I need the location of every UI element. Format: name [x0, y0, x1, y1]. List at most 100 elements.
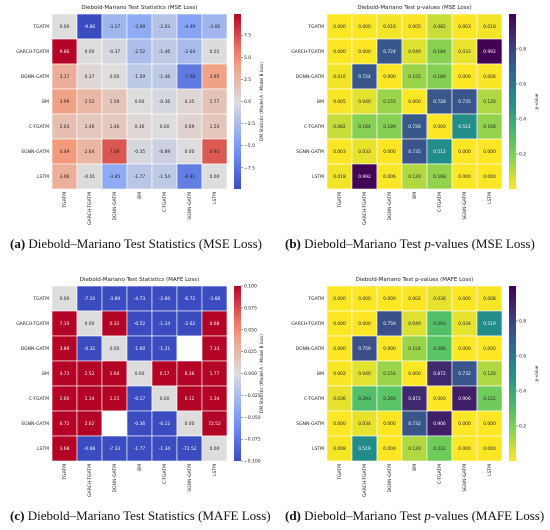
x-tick-label: SGNN-GATM [187, 192, 193, 220]
heatmap-cell [51, 38, 78, 65]
heatmap-cell [426, 113, 453, 140]
heatmap-cell [451, 38, 478, 65]
y-tick-label: BM [317, 99, 324, 105]
cell-value-label: -3.68 [209, 296, 221, 302]
x-tick-label: GARCH-TGATM [87, 464, 93, 497]
cell-value-label: -6.72 [184, 296, 196, 302]
cell-value-label: 0.724 [383, 49, 396, 55]
cell-value-label: 7.10 [60, 321, 70, 327]
cell-value-label: -1.21 [159, 346, 171, 352]
cell-value-label: 0.000 [358, 49, 371, 55]
cell-value-label: -2.60 [159, 296, 171, 302]
heatmap-cell [451, 63, 478, 90]
cell-value-label: -2.62 [184, 321, 196, 327]
cell-value-label: 0.222 [433, 446, 446, 452]
heatmap-cell [51, 310, 78, 337]
heatmap-cell [451, 138, 478, 165]
x-tick-label: LSTM [487, 464, 493, 476]
heatmap-cell [201, 163, 228, 190]
cell-value-label: 0.735 [458, 99, 471, 105]
y-tick-label: BM [42, 371, 49, 377]
heatmap-cell [51, 88, 78, 115]
cell-value-label: 0.00 [85, 49, 95, 55]
cell-value-label: 1.54 [210, 124, 220, 130]
colorbar-tick-label: 0.6 [519, 82, 526, 88]
cell-value-label: 0.00 [185, 421, 195, 427]
cell-value-label: 0.12 [185, 396, 195, 402]
x-tick-label: GARCH-TGATM [362, 464, 368, 497]
colorbar-label: p-value [534, 93, 540, 109]
cell-value-label: 7.08 [110, 149, 120, 155]
colorbar [509, 14, 516, 189]
colorbar-tick-label: −0.100 [244, 459, 261, 465]
colorbar-tick-label: 0.100 [244, 284, 257, 290]
y-tick-label: TGATM [32, 24, 49, 30]
cell-value-label: 0.906 [433, 421, 446, 427]
cell-value-label: 0.006 [483, 74, 496, 80]
cell-value-label: 0.120 [483, 99, 496, 105]
caption-d-italic: p [424, 508, 431, 523]
colorbar-tick-label: 7.5 [244, 33, 251, 39]
heatmap-cell [351, 163, 378, 190]
cell-value-label: -4.73 [134, 296, 146, 302]
heatmap-cell [176, 435, 203, 462]
heatmap-cell [326, 113, 353, 140]
cell-value-label: 1.14 [85, 396, 95, 402]
y-tick-label: BM [42, 99, 49, 105]
heatmap-cell [326, 285, 353, 312]
cell-value-label: 0.120 [483, 371, 496, 377]
heatmap-cell [176, 385, 203, 412]
cell-value-label: 0.000 [458, 149, 471, 155]
x-tick-label: C-TGATM [162, 192, 168, 212]
heatmap-cell [51, 113, 78, 140]
cell-value-label: 0.155 [408, 74, 421, 80]
cell-value-label: 0.519 [358, 446, 371, 452]
heatmap-cell [376, 310, 403, 337]
cell-value-label: 0.000 [333, 24, 346, 30]
heatmap-cell [51, 13, 78, 40]
cell-value-label: 0.728 [433, 99, 446, 105]
heatmap-cell [476, 285, 503, 312]
cell-value-label: 0.189 [383, 124, 396, 130]
heatmap-cell [126, 310, 153, 337]
colorbar-label: p-value [534, 365, 540, 381]
colorbar-tick-label: 0.2 [519, 152, 526, 158]
cell-value-label: 2.52 [85, 371, 95, 377]
cell-value-label: 1.77 [210, 371, 220, 377]
cell-value-label: 2.03 [60, 124, 70, 130]
heatmap-cell [201, 310, 228, 337]
cell-value-label: 4.49 [60, 149, 70, 155]
cell-value-label: 0.184 [358, 124, 371, 130]
chart-title: Diebold-Mariano Test p-values (MSE Loss) [357, 5, 471, 11]
colorbar-tick-label: 0.4 [519, 117, 526, 123]
cell-value-label: 0.016 [383, 24, 396, 30]
heatmap-cell [451, 163, 478, 190]
y-tick-label: DGNN-GATM [21, 74, 49, 80]
cell-value-label: 0.034 [458, 321, 471, 327]
heatmap-cell [401, 138, 428, 165]
caption-d-tag: (d) [285, 508, 301, 523]
colorbar-tick-label: 0.000 [244, 371, 257, 377]
cell-value-label: 0.034 [358, 421, 371, 427]
cell-value-label: 3.99 [60, 99, 70, 105]
colorbar-tick-label: −7.5 [244, 165, 255, 171]
heatmap-cell [401, 310, 428, 337]
x-tick-label: DGNN-GATM [387, 192, 393, 220]
cell-value-label: 0.000 [358, 24, 371, 30]
cell-value-label: 0.293 [433, 321, 446, 327]
cell-value-label: 0.35 [185, 99, 195, 105]
cell-value-label: 1.21 [110, 396, 120, 402]
heatmap-cell [201, 63, 228, 90]
caption-a: (a) Diebold–Mariano Test Statistics (MSE… [10, 236, 262, 252]
cell-value-label: -0.12 [159, 421, 171, 427]
cell-value-label: 0.000 [483, 446, 496, 452]
colorbar-tick-label: 0.8 [519, 319, 526, 325]
y-tick-label: LSTM [37, 174, 49, 180]
heatmap-panel-mafe-pvalues: Diebold-Mariano Test p-values (MAFE Loss… [291, 277, 540, 497]
heatmap-cell [176, 63, 203, 90]
cell-value-label: 0.184 [433, 49, 446, 55]
heatmap-cell [376, 38, 403, 65]
cell-value-label: 3.95 [210, 74, 220, 80]
heatmap-cell [51, 163, 78, 190]
y-tick-label: GARCH-TGATM [16, 321, 49, 327]
